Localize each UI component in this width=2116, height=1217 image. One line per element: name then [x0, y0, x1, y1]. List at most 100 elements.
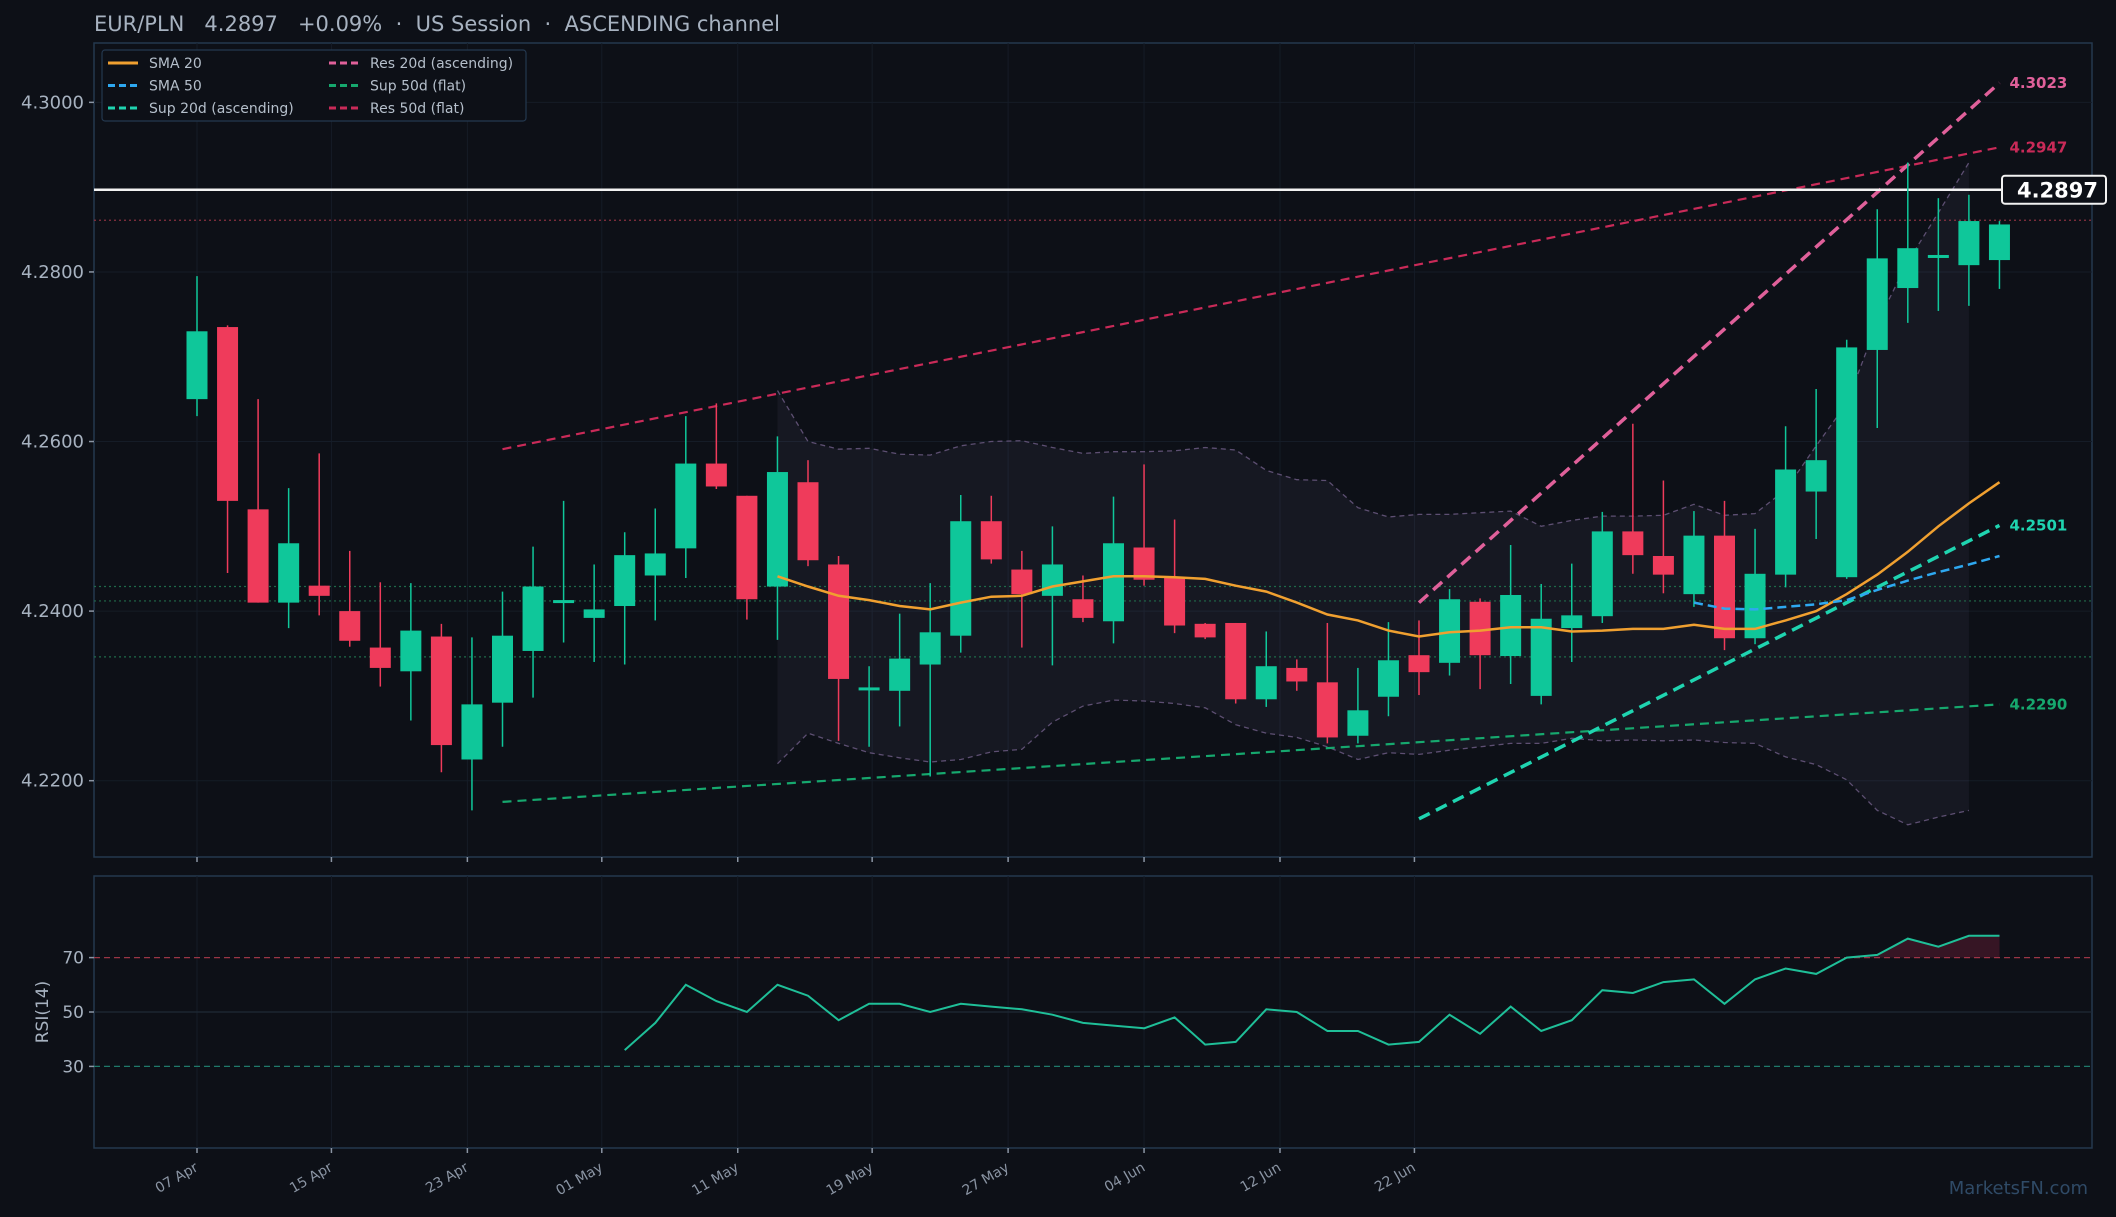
legend-label: Res 20d (ascending) — [370, 56, 513, 72]
candle-body — [247, 509, 269, 603]
chart-legend: SMA 20 SMA 50 Sup 20d (ascending) Res 20d (… — [101, 49, 527, 122]
channel-label: ASCENDING channel — [564, 12, 780, 36]
candle-body — [400, 630, 422, 672]
candle-body — [1836, 347, 1858, 578]
candle-body — [705, 463, 727, 487]
trendline-value-label: 4.2290 — [2009, 695, 2067, 713]
x-tick-label: 27 May — [960, 1160, 1012, 1199]
trendline-value-label: 4.2501 — [2009, 516, 2067, 534]
x-tick-label: 12 Jun — [1238, 1160, 1284, 1196]
candle-body — [1500, 594, 1522, 657]
legend-label: Res 50d (flat) — [370, 101, 464, 117]
chart-header: EUR/PLN 4.2897 +0.09% · US Session · ASC… — [94, 12, 780, 36]
candle-body — [1561, 615, 1583, 629]
trendline — [1417, 81, 2001, 604]
watermark: MarketsFN.com — [1948, 1178, 2088, 1199]
candle-body — [1927, 254, 1949, 258]
candle-body — [1377, 660, 1399, 697]
candle-body — [1133, 547, 1155, 580]
x-tick-label: 07 Apr — [153, 1159, 201, 1196]
candle-body — [1714, 535, 1735, 639]
current-price-tag-label: 4.2897 — [2017, 179, 2098, 203]
candle-body — [980, 521, 1002, 560]
rsi-y-tick-label: 50 — [62, 1003, 84, 1023]
candle-body — [369, 647, 391, 668]
symbol-label: EUR/PLN — [94, 12, 185, 36]
x-tick-label: 11 May — [689, 1160, 741, 1199]
candle-body — [1744, 573, 1766, 639]
y-tick-label: 4.2400 — [21, 601, 84, 622]
candle-body — [1683, 535, 1705, 595]
candle-body — [522, 586, 544, 651]
sma50-line — [1693, 554, 2000, 611]
candle-body — [553, 600, 575, 604]
candle-body — [1347, 710, 1369, 736]
y-tick-label: 4.2600 — [21, 432, 84, 453]
trendline-value-label: 4.2947 — [2009, 138, 2067, 156]
candle-body — [583, 609, 605, 618]
y-tick-label: 4.2800 — [21, 262, 84, 283]
candle-body — [430, 636, 452, 746]
candle-body — [1164, 577, 1186, 626]
candle-body — [1805, 460, 1827, 492]
candle-body — [1530, 618, 1552, 696]
legend-label: SMA 50 — [149, 79, 202, 95]
x-tick-label: 01 May — [553, 1160, 605, 1199]
y-tick-label: 4.3000 — [21, 92, 84, 113]
candle-body — [339, 611, 361, 641]
candle-body — [1958, 221, 1980, 266]
candle-body — [278, 543, 300, 603]
bollinger-band-fill — [777, 162, 1969, 825]
x-tick-label: 04 Jun — [1102, 1160, 1148, 1196]
x-tick-label: 19 May — [824, 1160, 876, 1199]
y-tick-label: 4.2200 — [21, 771, 84, 792]
candle-body — [1194, 623, 1216, 638]
candle-body — [1591, 531, 1613, 617]
x-tick-label: 22 Jun — [1372, 1160, 1418, 1196]
rsi-y-tick-label: 70 — [62, 949, 84, 969]
candle-body — [1103, 543, 1124, 622]
candle-body — [828, 564, 850, 679]
candle-body — [186, 331, 208, 400]
candle-body — [1408, 655, 1430, 673]
candle-body — [461, 704, 483, 760]
rsi-line — [624, 934, 2000, 1051]
bollinger-lower-line — [777, 699, 1970, 826]
candle-body — [1988, 224, 2010, 261]
candle-body — [1439, 599, 1461, 663]
candle-body — [1866, 258, 1888, 350]
trendline — [502, 703, 2000, 803]
candle-body — [1286, 667, 1308, 682]
legend-label: SMA 20 — [149, 56, 202, 72]
candle-body — [858, 687, 880, 691]
current-price-tag — [2001, 174, 2107, 205]
rsi-overbought-fill — [1846, 935, 2000, 958]
x-tick-label: 23 Apr — [423, 1159, 471, 1196]
candle-body — [1775, 469, 1797, 575]
candle-body — [1255, 666, 1277, 700]
candle-body — [1652, 555, 1674, 575]
candle-body — [308, 585, 330, 596]
session-label: US Session — [415, 12, 532, 36]
price-label: 4.2897 — [204, 12, 278, 36]
legend-label: Sup 20d (ascending) — [149, 101, 294, 117]
candle-body — [1011, 569, 1033, 595]
rsi-axis-label: RSI(14) — [33, 981, 53, 1044]
candle-body — [1225, 622, 1247, 700]
candle-body — [889, 658, 911, 691]
legend-box — [101, 49, 527, 122]
candle-body — [217, 327, 239, 501]
trendline-value-label: 4.3023 — [2009, 74, 2067, 92]
candle-body — [1897, 248, 1919, 289]
candle-body — [1469, 601, 1491, 656]
legend-label: Sup 50d (flat) — [370, 79, 466, 95]
candle-body — [766, 472, 788, 587]
candle-body — [797, 482, 819, 561]
bollinger-upper-line — [776, 162, 1970, 527]
candle-body — [644, 553, 666, 576]
change-label: +0.09% — [297, 12, 383, 36]
candle-body — [919, 632, 941, 665]
candle-body — [736, 495, 758, 600]
candle-body — [1622, 531, 1644, 556]
